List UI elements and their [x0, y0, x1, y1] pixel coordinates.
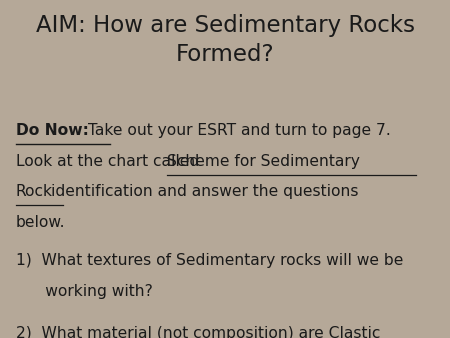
Text: 1)  What textures of Sedimentary rocks will we be: 1) What textures of Sedimentary rocks wi…	[16, 254, 403, 268]
Text: below.: below.	[16, 215, 65, 230]
Text: working with?: working with?	[16, 284, 153, 299]
Text: Do Now:: Do Now:	[16, 123, 89, 138]
Text: Take out your ESRT and turn to page 7.: Take out your ESRT and turn to page 7.	[88, 123, 391, 138]
Text: Rock: Rock	[16, 184, 53, 199]
Text: Look at the chart called: Look at the chart called	[16, 154, 204, 169]
Text: 2)  What material (not composition) are Clastic: 2) What material (not composition) are C…	[16, 326, 380, 338]
Text: identification and answer the questions: identification and answer the questions	[51, 184, 358, 199]
Text: Scheme for Sedimentary: Scheme for Sedimentary	[167, 154, 360, 169]
Text: AIM: How are Sedimentary Rocks
Formed?: AIM: How are Sedimentary Rocks Formed?	[36, 14, 414, 66]
